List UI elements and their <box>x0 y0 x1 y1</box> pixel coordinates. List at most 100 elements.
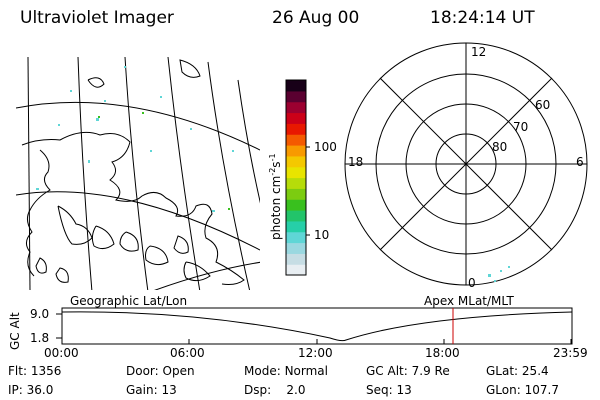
meridian-line <box>167 57 201 290</box>
footer-key: Seq: <box>366 383 393 397</box>
footer-key: Flt: <box>8 364 27 378</box>
footer-key: Mode: <box>244 364 281 378</box>
coastline <box>145 245 169 266</box>
colorbar-frame <box>285 79 307 276</box>
coastline <box>179 59 201 78</box>
colorbar-swatch <box>286 188 306 200</box>
footer-value: 7.9 Re <box>411 364 450 378</box>
footer-value: 25.4 <box>521 364 549 378</box>
meridian-line <box>77 57 93 290</box>
footer-value: Normal <box>284 364 328 378</box>
lat-label-70: 70 <box>513 120 529 134</box>
footer-value: 2.0 <box>286 383 306 397</box>
colorbar-swatch <box>286 101 306 114</box>
apex-label: Apex MLat/MLT <box>424 294 514 308</box>
time-label: 18:24:14 UT <box>430 8 535 28</box>
colorbar <box>285 79 307 276</box>
coastline <box>55 267 69 283</box>
colorbar-swatch <box>286 242 306 254</box>
coastline <box>26 149 51 277</box>
mlt-label-0: 0 <box>468 276 476 290</box>
footer-glat: GLat: 25.4 <box>486 364 549 378</box>
timeline-xtick-label: 18:00 <box>425 346 460 360</box>
latitude-line <box>16 101 260 151</box>
date-label: 26 Aug 00 <box>272 8 360 28</box>
emission-specks <box>36 66 234 212</box>
lat-label-80: 80 <box>492 140 508 154</box>
polar-diagonal <box>379 77 553 251</box>
timeline-axis-title: GC Alt <box>8 312 22 350</box>
footer-value: Open <box>162 364 195 378</box>
colorbar-swatch <box>286 253 306 265</box>
colorbar-swatch <box>286 155 306 168</box>
colorbar-swatch <box>286 199 306 211</box>
altitude-curve <box>61 311 573 342</box>
footer-value: 1356 <box>30 364 62 378</box>
mlt-label-18: 18 <box>348 155 364 169</box>
footer-gain: Gain: 13 <box>126 383 177 397</box>
colorbar-swatch <box>286 210 306 222</box>
footer-key: Gain: <box>126 383 158 397</box>
map-projection-label: Geographic Lat/Lon <box>70 294 188 308</box>
footer-mode: Mode: Normal <box>244 364 328 378</box>
lat-label-60: 60 <box>535 98 551 112</box>
footer-glon: GLon: 107.7 <box>486 383 559 397</box>
coastline <box>21 131 245 285</box>
timeline-xtick-label: 12:00 <box>298 346 333 360</box>
coastline <box>87 77 105 88</box>
meridian-line <box>207 61 251 290</box>
colorbar-swatch <box>286 123 306 135</box>
colorbar-swatch <box>286 231 306 244</box>
colorbar-swatch <box>286 90 306 103</box>
colorbar-swatch <box>286 112 306 124</box>
latitude-line <box>16 191 260 251</box>
footer-key: GC Alt: <box>366 364 408 378</box>
mlt-label-6: 6 <box>576 155 584 169</box>
footer-key: GLon: <box>486 383 521 397</box>
footer-key: Door: <box>126 364 159 378</box>
coastline <box>183 261 211 282</box>
mlt-label-12: 12 <box>471 45 487 59</box>
unit-text-s: s <box>269 161 283 168</box>
footer-key: GLat: <box>486 364 519 378</box>
coastline <box>35 257 47 274</box>
coastline <box>91 225 115 250</box>
coastline <box>173 235 189 254</box>
timeline-xtick-label: 00:00 <box>44 346 79 360</box>
footer-seq: Seq: 13 <box>366 383 412 397</box>
footer-value: 107.7 <box>524 383 559 397</box>
emission-specks <box>98 112 230 210</box>
colorbar-swatch <box>286 166 306 179</box>
timeline-xtick-label: 23:59 <box>553 346 588 360</box>
polar-emission-specks <box>488 266 510 282</box>
unit-text: photon cm <box>269 175 283 240</box>
colorbar-tick-label-100: 100 <box>314 140 337 154</box>
timeline-xticks <box>61 339 572 344</box>
colorbar-swatch <box>286 264 306 276</box>
footer-dsp: Dsp: 2.0 <box>244 383 306 397</box>
coastline <box>119 231 139 252</box>
colorbar-swatch <box>286 134 306 146</box>
unit-exponent: -2 <box>268 167 277 176</box>
timeline-ytick-label: 9.0 <box>30 307 50 321</box>
unit-exponent: -1 <box>268 153 277 162</box>
meridian-line <box>237 79 260 204</box>
footer-key: Dsp: <box>244 383 272 397</box>
instrument-title: Ultraviolet Imager <box>20 8 174 28</box>
colorbar-swatch <box>286 145 306 157</box>
latitude-line <box>154 261 260 290</box>
polar-plot <box>344 42 588 286</box>
colorbar-swatch <box>286 177 306 189</box>
colorbar-unit-label: photon cm-2s-1 <box>268 153 283 240</box>
colorbar-swatch <box>286 220 306 233</box>
footer-value: 36.0 <box>26 383 54 397</box>
footer-value: 13 <box>161 383 177 397</box>
footer-door: Door: Open <box>126 364 195 378</box>
timeline-ytick-label: 1.8 <box>30 331 50 345</box>
footer-value: 13 <box>396 383 412 397</box>
timeline-xtick-label: 06:00 <box>170 346 205 360</box>
footer-flt: Flt: 1356 <box>8 364 61 378</box>
footer-ip: IP: 36.0 <box>8 383 53 397</box>
colorbar-swatch <box>286 80 306 92</box>
